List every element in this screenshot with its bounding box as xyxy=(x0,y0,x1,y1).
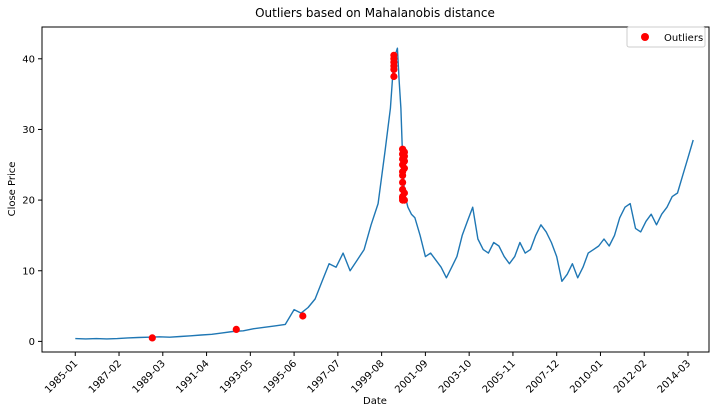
series-layer xyxy=(75,47,694,340)
x-tick-label: 2014-03 xyxy=(656,358,693,395)
x-tick-label: 1993-05 xyxy=(218,358,255,395)
y-tick-label: 20 xyxy=(22,196,35,207)
x-tick-label: 1989-03 xyxy=(131,358,168,395)
x-axis-ticks: 1985-01 1987-02 1989-03 1991-04 1993-05 1995-… xyxy=(43,352,693,396)
y-tick-label: 40 xyxy=(22,54,35,65)
x-tick-label: 1987-02 xyxy=(87,358,124,395)
x-tick-label: 1999-08 xyxy=(349,358,386,395)
x-tick-label: 1985-01 xyxy=(43,358,80,395)
legend-outlier-marker xyxy=(641,33,649,41)
x-tick-label: 1995-06 xyxy=(262,358,299,395)
outlier-point xyxy=(390,55,398,63)
legend-box xyxy=(626,26,706,48)
outlier-point xyxy=(390,72,398,81)
outlier-point xyxy=(400,157,408,165)
x-tick-label: 2012-02 xyxy=(612,358,649,395)
x-axis-title: Date xyxy=(363,396,387,407)
series-line-0 xyxy=(75,47,694,340)
outlier-markers xyxy=(148,51,408,342)
chart-title: Outliers based on Mahalanobis distance xyxy=(255,6,495,20)
x-tick-label: 2005-11 xyxy=(481,358,518,395)
outlier-point xyxy=(299,312,307,320)
outlier-point xyxy=(400,196,408,204)
x-tick-label: 2003-10 xyxy=(437,358,474,395)
x-tick-label: 2001-09 xyxy=(393,358,430,395)
outlier-point xyxy=(148,334,156,342)
outlier-point xyxy=(390,62,398,70)
y-tick-label: 0 xyxy=(29,337,35,348)
outlier-point xyxy=(232,325,240,333)
y-tick-label: 30 xyxy=(22,125,35,136)
legend: Outliers xyxy=(626,26,706,48)
outlier-point xyxy=(399,171,407,179)
x-tick-label: 1997-07 xyxy=(306,358,343,395)
x-tick-label: 2010-01 xyxy=(568,358,605,395)
outlier-point xyxy=(399,178,407,186)
x-tick-label: 2007-12 xyxy=(524,358,561,395)
y-axis-ticks: 0 10 20 30 40 xyxy=(22,54,42,348)
outlier-point xyxy=(400,164,408,172)
x-tick-label: 1991-04 xyxy=(174,358,211,395)
legend-outliers-label: Outliers xyxy=(664,33,703,44)
outlier-point xyxy=(400,189,408,197)
y-axis-title: Close Price xyxy=(7,162,18,217)
plot-frame xyxy=(41,26,710,353)
y-tick-label: 10 xyxy=(22,266,35,277)
